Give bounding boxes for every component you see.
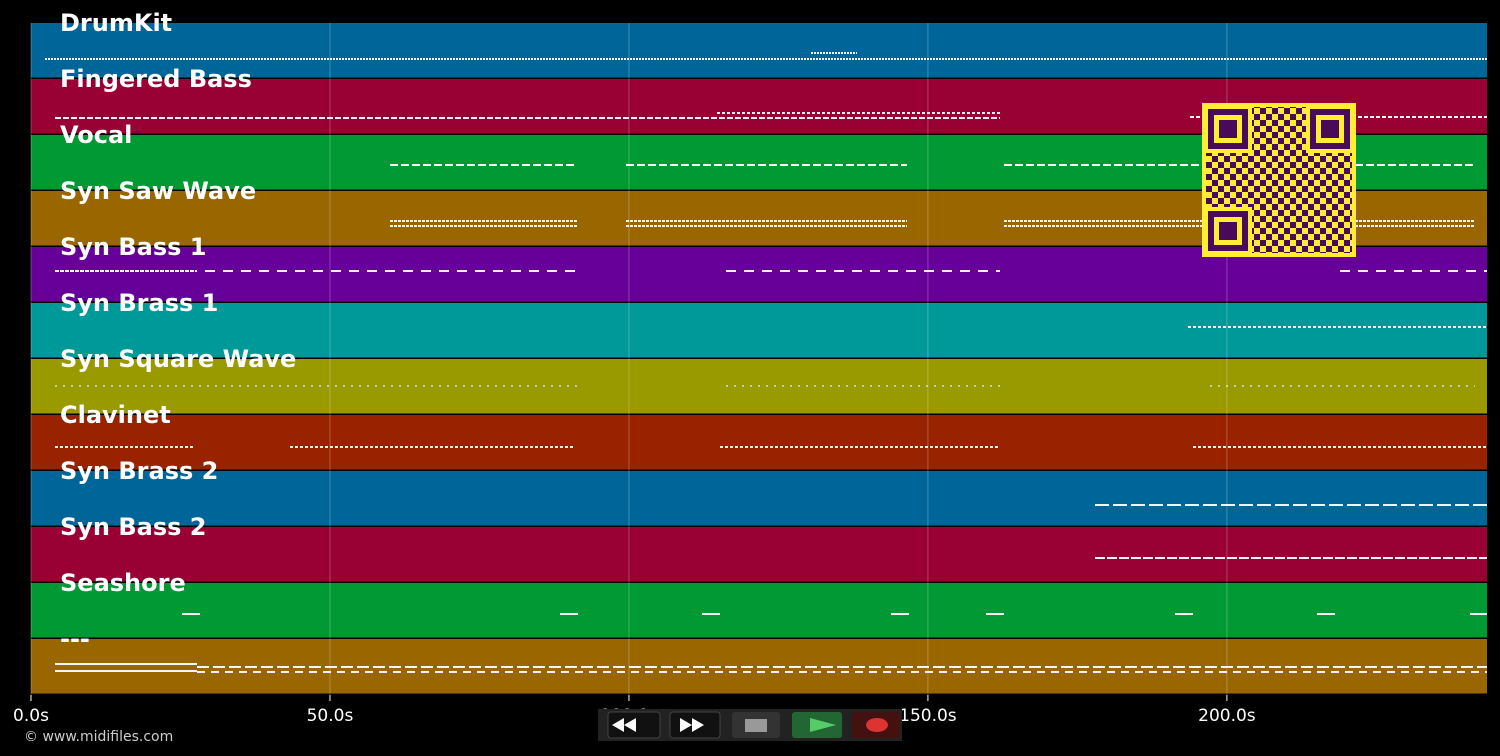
notes (45, 52, 1487, 673)
track-name: Fingered Bass (60, 65, 252, 93)
track-name: Syn Bass 1 (60, 233, 206, 261)
play-button[interactable] (792, 712, 842, 738)
track-name: Syn Brass 1 (60, 289, 218, 317)
track-row (31, 303, 1487, 358)
track-labels: DrumKit Fingered Bass Vocal Syn Saw Wave Syn… (60, 9, 296, 653)
track-name: Vocal (60, 121, 132, 149)
track-name: Syn Saw Wave (60, 177, 256, 205)
track-row (31, 23, 1487, 78)
stop-button[interactable] (732, 712, 780, 738)
track-row (31, 583, 1487, 638)
x-tick-label: 150.0s (899, 706, 957, 726)
track-name: DrumKit (60, 9, 172, 37)
fast-forward-button[interactable] (669, 711, 721, 739)
rewind-button[interactable] (607, 711, 661, 739)
record-button[interactable] (852, 712, 900, 738)
track-row (31, 471, 1487, 526)
track-name: Syn Square Wave (60, 345, 296, 373)
x-tick-label: 0.0s (13, 706, 49, 726)
track-name: Clavinet (60, 401, 171, 429)
track-row (31, 415, 1487, 470)
track-row (31, 527, 1487, 582)
track-name: --- (60, 625, 90, 653)
x-tick-label: 50.0s (307, 706, 354, 726)
playback-controls (598, 709, 902, 741)
track-name: Syn Bass 2 (60, 513, 206, 541)
track-name: Syn Brass 2 (60, 457, 218, 485)
credit: © www.midifiles.com (24, 729, 173, 745)
track-name: Seashore (60, 569, 186, 597)
qr-code (1202, 103, 1356, 257)
x-tick-label: 200.0s (1198, 706, 1256, 726)
